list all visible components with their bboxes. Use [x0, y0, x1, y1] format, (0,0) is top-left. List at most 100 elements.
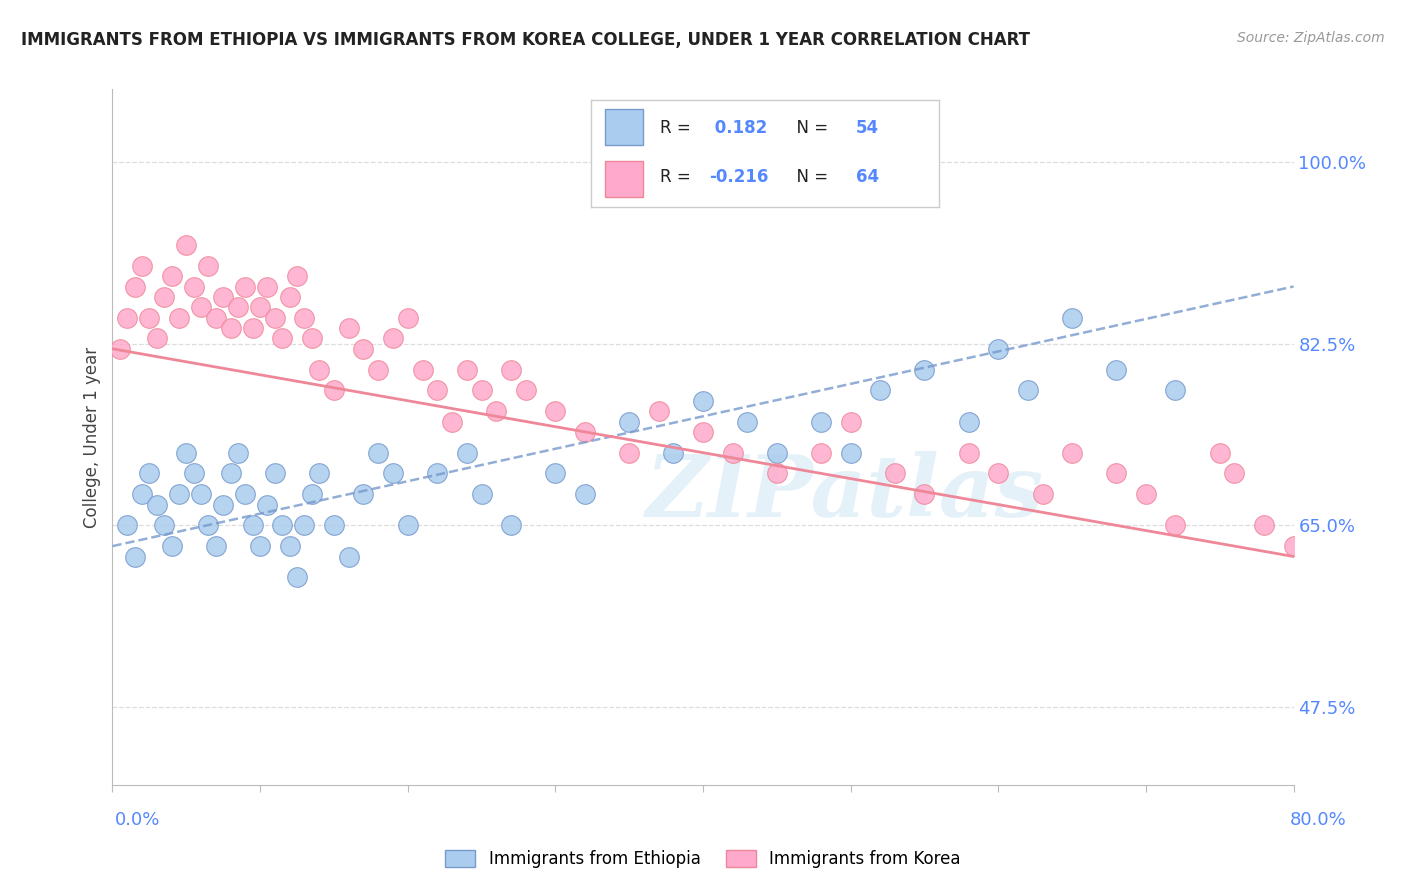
- Point: [212, 290, 235, 304]
- Point: [957, 415, 980, 429]
- Point: [1105, 362, 1128, 376]
- Point: [352, 342, 374, 356]
- Point: [987, 467, 1010, 481]
- Point: [456, 445, 478, 459]
- Point: [692, 425, 714, 439]
- Point: [426, 384, 449, 398]
- Point: [249, 539, 271, 553]
- Point: [721, 445, 744, 459]
- Point: [233, 487, 256, 501]
- Point: [914, 362, 936, 376]
- Point: [396, 310, 419, 325]
- Point: [382, 331, 405, 345]
- Point: [278, 539, 301, 553]
- Point: [1032, 487, 1054, 501]
- Text: 80.0%: 80.0%: [1291, 811, 1347, 829]
- Point: [292, 518, 315, 533]
- Text: IMMIGRANTS FROM ETHIOPIA VS IMMIGRANTS FROM KOREA COLLEGE, UNDER 1 YEAR CORRELAT: IMMIGRANTS FROM ETHIOPIA VS IMMIGRANTS F…: [21, 31, 1031, 49]
- Point: [183, 279, 205, 293]
- Point: [1164, 518, 1187, 533]
- Point: [1105, 467, 1128, 481]
- Point: [205, 310, 228, 325]
- Point: [574, 487, 596, 501]
- Point: [574, 425, 596, 439]
- Point: [124, 549, 146, 564]
- Point: [544, 404, 567, 418]
- Point: [278, 290, 301, 304]
- Point: [138, 310, 160, 325]
- Point: [470, 487, 494, 501]
- Point: [766, 467, 789, 481]
- Point: [174, 238, 197, 252]
- Point: [301, 331, 323, 345]
- Point: [692, 393, 714, 408]
- Point: [1017, 384, 1039, 398]
- Point: [160, 269, 183, 284]
- Point: [138, 467, 160, 481]
- Point: [212, 498, 235, 512]
- Point: [117, 518, 138, 533]
- Point: [367, 362, 389, 376]
- Point: [337, 549, 360, 564]
- Point: [131, 259, 153, 273]
- Point: [190, 487, 212, 501]
- Point: [271, 518, 294, 533]
- Point: [884, 467, 907, 481]
- Point: [197, 259, 219, 273]
- Point: [515, 384, 537, 398]
- Point: [839, 415, 862, 429]
- Y-axis label: College, Under 1 year: College, Under 1 year: [83, 346, 101, 528]
- Point: [264, 310, 287, 325]
- Point: [544, 467, 567, 481]
- Point: [256, 279, 278, 293]
- Point: [242, 321, 264, 335]
- Point: [426, 467, 449, 481]
- Point: [308, 362, 330, 376]
- Point: [271, 331, 294, 345]
- Point: [197, 518, 219, 533]
- Point: [233, 279, 256, 293]
- Point: [456, 362, 478, 376]
- Point: [264, 467, 287, 481]
- Point: [1282, 539, 1305, 553]
- Text: Source: ZipAtlas.com: Source: ZipAtlas.com: [1237, 31, 1385, 45]
- Point: [323, 518, 346, 533]
- Point: [869, 384, 891, 398]
- Point: [190, 300, 212, 314]
- Point: [662, 445, 685, 459]
- Point: [219, 321, 242, 335]
- Point: [501, 518, 523, 533]
- Point: [382, 467, 405, 481]
- Point: [226, 445, 249, 459]
- Point: [301, 487, 323, 501]
- Point: [131, 487, 153, 501]
- Point: [167, 487, 190, 501]
- Point: [737, 415, 759, 429]
- Point: [501, 362, 523, 376]
- Point: [810, 445, 832, 459]
- Point: [367, 445, 389, 459]
- Point: [167, 310, 190, 325]
- Point: [242, 518, 264, 533]
- Point: [308, 467, 330, 481]
- Point: [205, 539, 228, 553]
- Point: [160, 539, 183, 553]
- Point: [619, 415, 641, 429]
- Point: [957, 445, 980, 459]
- Point: [766, 445, 789, 459]
- Point: [249, 300, 271, 314]
- Text: ZIPatlas: ZIPatlas: [645, 451, 1043, 534]
- Point: [352, 487, 374, 501]
- Point: [153, 518, 176, 533]
- Point: [441, 415, 464, 429]
- Point: [226, 300, 249, 314]
- Point: [117, 310, 138, 325]
- Point: [470, 384, 494, 398]
- Point: [396, 518, 419, 533]
- Point: [619, 445, 641, 459]
- Point: [1135, 487, 1157, 501]
- Point: [1253, 518, 1275, 533]
- Point: [485, 404, 508, 418]
- Point: [987, 342, 1010, 356]
- Point: [839, 445, 862, 459]
